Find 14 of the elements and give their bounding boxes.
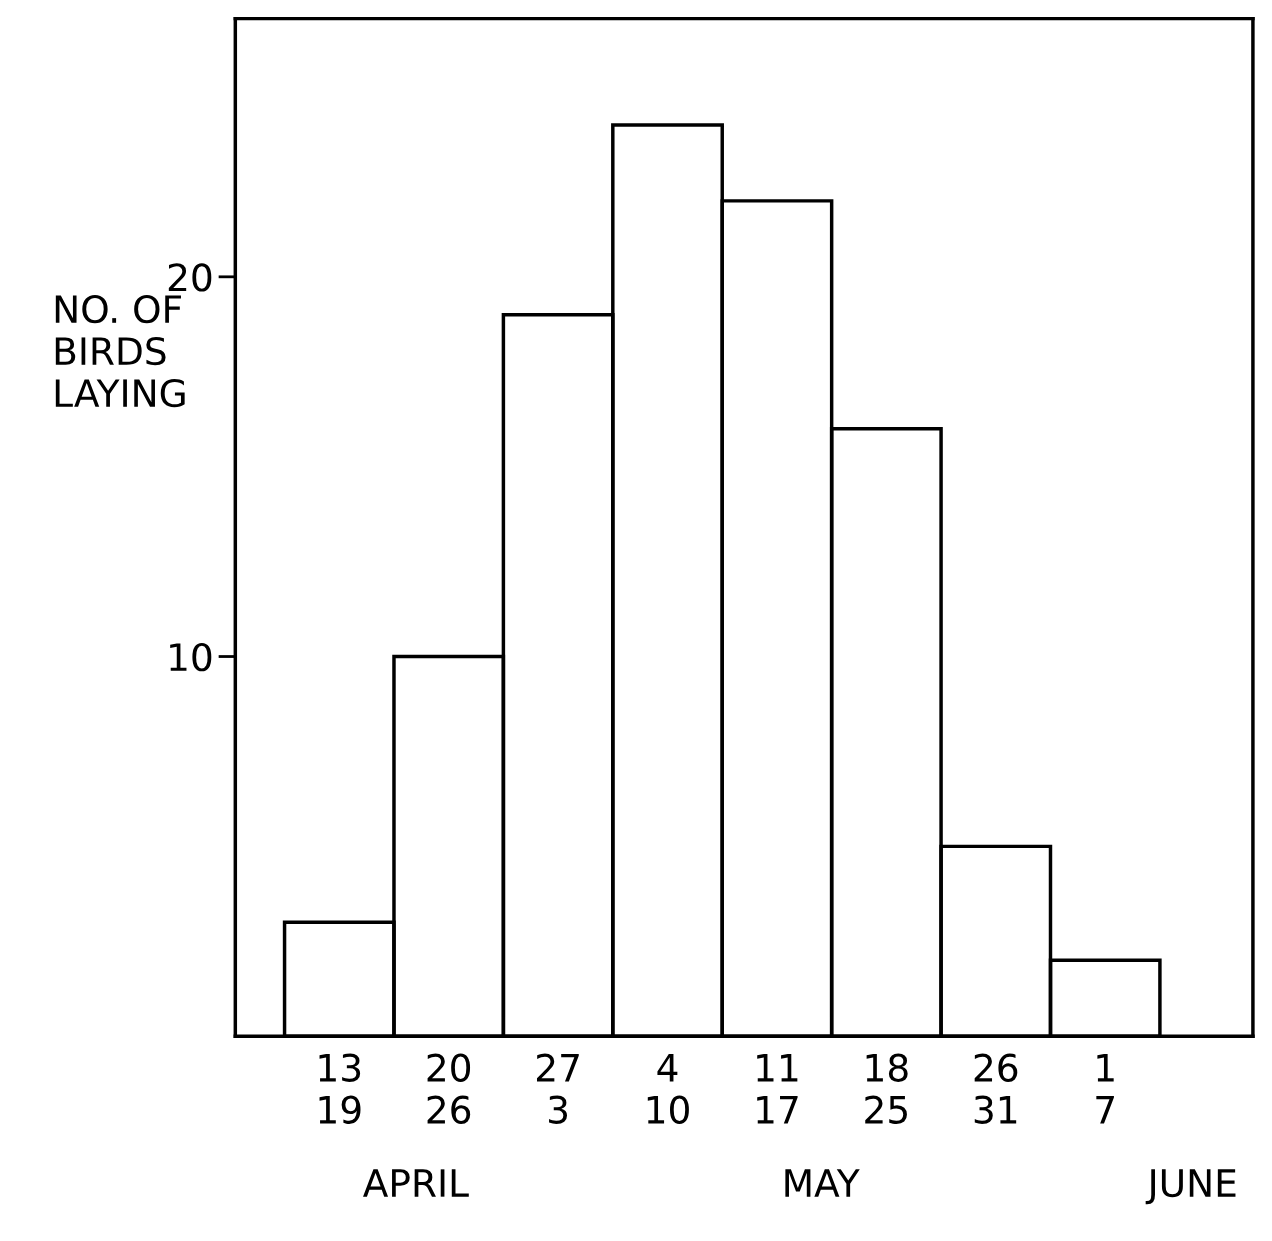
x-tick-label: 4 10 (647, 1054, 689, 1124)
x-tick-label: 18 25 (865, 1053, 908, 1124)
text: APRIL (363, 1169, 469, 1197)
text: MAY (785, 1169, 860, 1197)
x-tick-label: 1 7 (1096, 1054, 1114, 1124)
y-tick-label: 10 (170, 642, 212, 672)
x-tick-label: 20 26 (427, 1053, 471, 1124)
text: JUNE (1145, 1169, 1236, 1205)
x-tick-label: 11 17 (757, 1054, 798, 1124)
y-axis-title: NO. OF BIRDS LAYING (55, 294, 185, 408)
y-tick-label: 20 (168, 263, 212, 292)
x-tick-label: 13 19 (319, 1053, 361, 1124)
x-tick-label: 26 31 (974, 1053, 1018, 1124)
x-tick-label: 27 3 (537, 1053, 579, 1124)
